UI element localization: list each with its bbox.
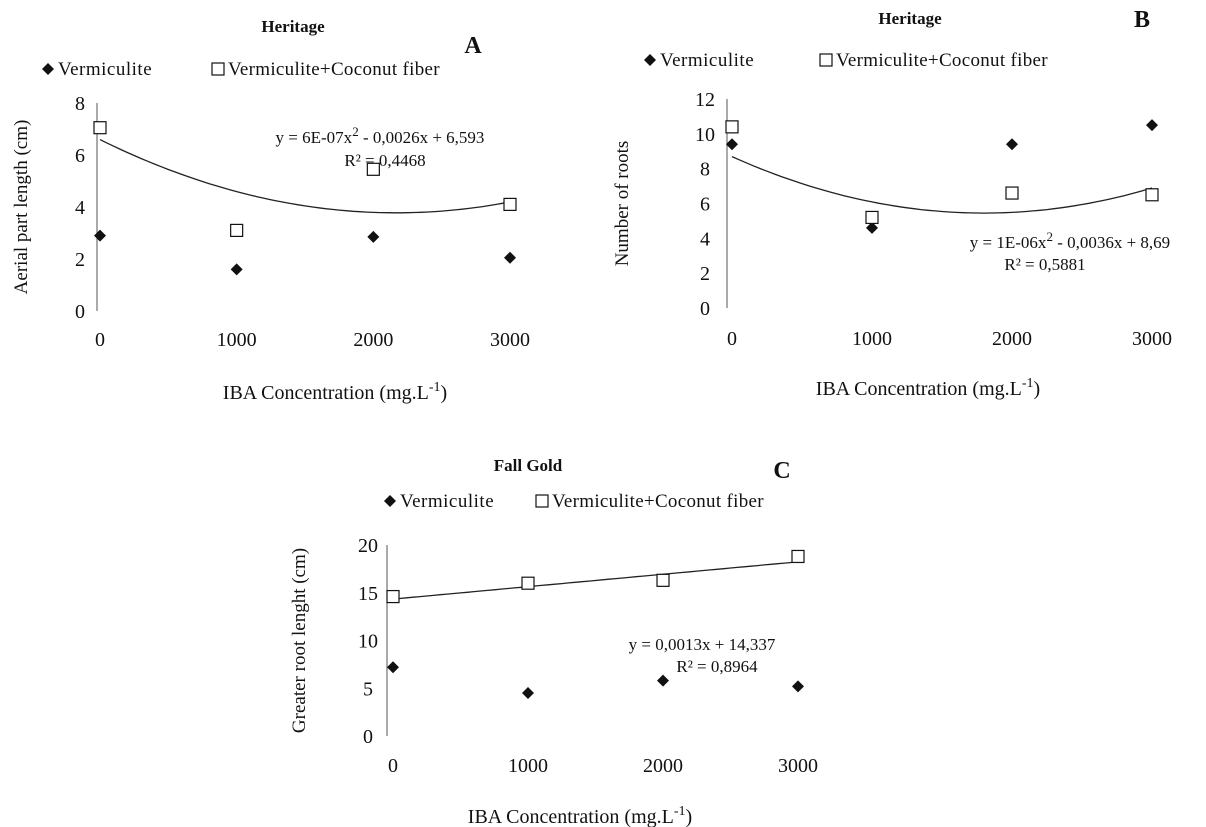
x-tick-label: 0 xyxy=(95,329,105,351)
data-point-vermiculite-coconut xyxy=(1005,186,1019,200)
legend-marker-1 xyxy=(42,63,54,75)
legend: Vermiculite Vermiculite+Coconut fiber xyxy=(42,59,440,80)
data-point-vermiculite-coconut xyxy=(521,576,535,590)
legend-marker-2 xyxy=(819,53,833,67)
legend-label: Vermiculite+Coconut fiber xyxy=(552,491,764,512)
x-axis-label: IBA Concentration (mg.L-1) xyxy=(816,376,1040,400)
data-point-vermiculite-coconut xyxy=(503,197,517,211)
y-tick-label: 12 xyxy=(695,89,715,111)
y-tick-label: 5 xyxy=(363,678,373,700)
y-tick-label: 4 xyxy=(700,228,710,250)
chart-panel-a: Heritage A Vermiculite Vermiculite+Coconut … xyxy=(11,17,530,404)
x-tick-label: 2000 xyxy=(643,755,683,777)
y-tick-label: 0 xyxy=(363,726,373,748)
data-point-vermiculite-coconut xyxy=(725,120,739,134)
y-axis-label: Number of roots xyxy=(612,141,633,267)
legend: Vermiculite Vermiculite+Coconut fiber xyxy=(384,491,764,512)
trendline-equation: y = 6E-07x2 - 0,0026x + 6,593 xyxy=(276,124,485,147)
y-tick-label: 10 xyxy=(358,631,378,653)
y-tick-label: 4 xyxy=(75,197,85,219)
r-squared-label: R² = 0,4468 xyxy=(344,151,425,170)
y-tick-label: 6 xyxy=(75,145,85,167)
y-tick-label: 2 xyxy=(75,249,85,271)
x-tick-label: 3000 xyxy=(1132,328,1172,350)
data-point-vermiculite xyxy=(792,680,804,693)
legend-marker-1 xyxy=(384,495,396,507)
legend-label: Vermiculite+Coconut fiber xyxy=(228,59,440,80)
panel-letter: C xyxy=(773,458,790,484)
chart-title: Heritage xyxy=(878,9,942,28)
x-tick-label: 3000 xyxy=(778,755,818,777)
x-axis-label: IBA Concentration (mg.L-1) xyxy=(468,804,692,827)
legend-label: Vermiculite+Coconut fiber xyxy=(836,50,1048,71)
data-point-vermiculite-coconut xyxy=(230,223,244,237)
y-tick-label: 6 xyxy=(700,194,710,216)
data-point-vermiculite xyxy=(230,263,243,276)
y-tick-label: 15 xyxy=(358,583,378,605)
trendline-equation: y = 1E-06x2 - 0,0036x + 8,69 xyxy=(970,229,1170,252)
trendline xyxy=(392,561,799,600)
legend-label: Vermiculite xyxy=(400,491,494,512)
data-point-vermiculite-coconut xyxy=(386,589,400,604)
data-point-vermiculite xyxy=(726,138,738,151)
y-tick-label: 8 xyxy=(700,159,710,181)
x-tick-label: 2000 xyxy=(353,329,393,351)
data-point-vermiculite xyxy=(94,229,106,242)
y-tick-label: 0 xyxy=(700,298,710,320)
x-tick-label: 3000 xyxy=(490,329,530,351)
x-tick-label: 0 xyxy=(727,328,737,350)
chart-title: Heritage xyxy=(261,17,325,36)
data-point-vermiculite xyxy=(1006,138,1018,151)
data-point-vermiculite-coconut xyxy=(366,162,380,176)
y-tick-label: 2 xyxy=(700,263,710,285)
x-tick-label: 1000 xyxy=(217,329,257,351)
panel-letter: B xyxy=(1134,7,1150,33)
legend-marker-2 xyxy=(535,494,549,508)
data-point-vermiculite xyxy=(866,221,878,234)
data-point-vermiculite xyxy=(1146,119,1158,132)
r-squared-label: R² = 0,8964 xyxy=(676,657,758,676)
y-tick-label: 0 xyxy=(75,301,85,323)
y-axis-label: Greater root lenght (cm) xyxy=(289,548,310,733)
data-point-vermiculite-coconut xyxy=(865,210,879,225)
data-point-vermiculite xyxy=(657,674,669,687)
data-point-vermiculite-coconut xyxy=(1145,188,1159,202)
x-tick-label: 0 xyxy=(388,755,398,777)
legend-marker-1 xyxy=(644,54,656,66)
data-point-vermiculite xyxy=(387,661,399,674)
trendline xyxy=(99,139,511,214)
x-axis-label: IBA Concentration (mg.L-1) xyxy=(223,380,447,404)
data-point-vermiculite xyxy=(367,230,380,243)
legend-label: Vermiculite xyxy=(660,50,754,71)
data-point-vermiculite xyxy=(522,687,534,700)
x-tick-label: 2000 xyxy=(992,328,1032,350)
trendline xyxy=(731,156,1153,214)
x-tick-label: 1000 xyxy=(508,755,548,777)
r-squared-label: R² = 0,5881 xyxy=(1004,255,1085,274)
chart-panel-b: Heritage B Vermiculite Vermiculite+Coconut … xyxy=(612,7,1172,400)
legend-label: Vermiculite xyxy=(58,59,152,80)
y-tick-label: 20 xyxy=(358,535,378,557)
legend-marker-2 xyxy=(211,62,225,76)
panel-letter: A xyxy=(464,33,482,59)
chart-title: Fall Gold xyxy=(494,456,563,475)
trendline-equation: y = 0,0013x + 14,337 xyxy=(629,635,776,654)
chart-panel-c: Fall Gold C Vermiculite Vermiculite+Coconut… xyxy=(289,456,818,827)
y-tick-label: 8 xyxy=(75,93,85,115)
data-point-vermiculite-coconut xyxy=(791,549,805,564)
legend: Vermiculite Vermiculite+Coconut fiber xyxy=(644,50,1048,71)
data-point-vermiculite xyxy=(504,251,516,264)
x-tick-label: 1000 xyxy=(852,328,892,350)
y-axis-label: Aerial part length (cm) xyxy=(11,120,32,295)
data-point-vermiculite-coconut xyxy=(656,573,670,587)
data-point-vermiculite-coconut xyxy=(93,121,107,135)
y-tick-label: 10 xyxy=(695,124,715,146)
